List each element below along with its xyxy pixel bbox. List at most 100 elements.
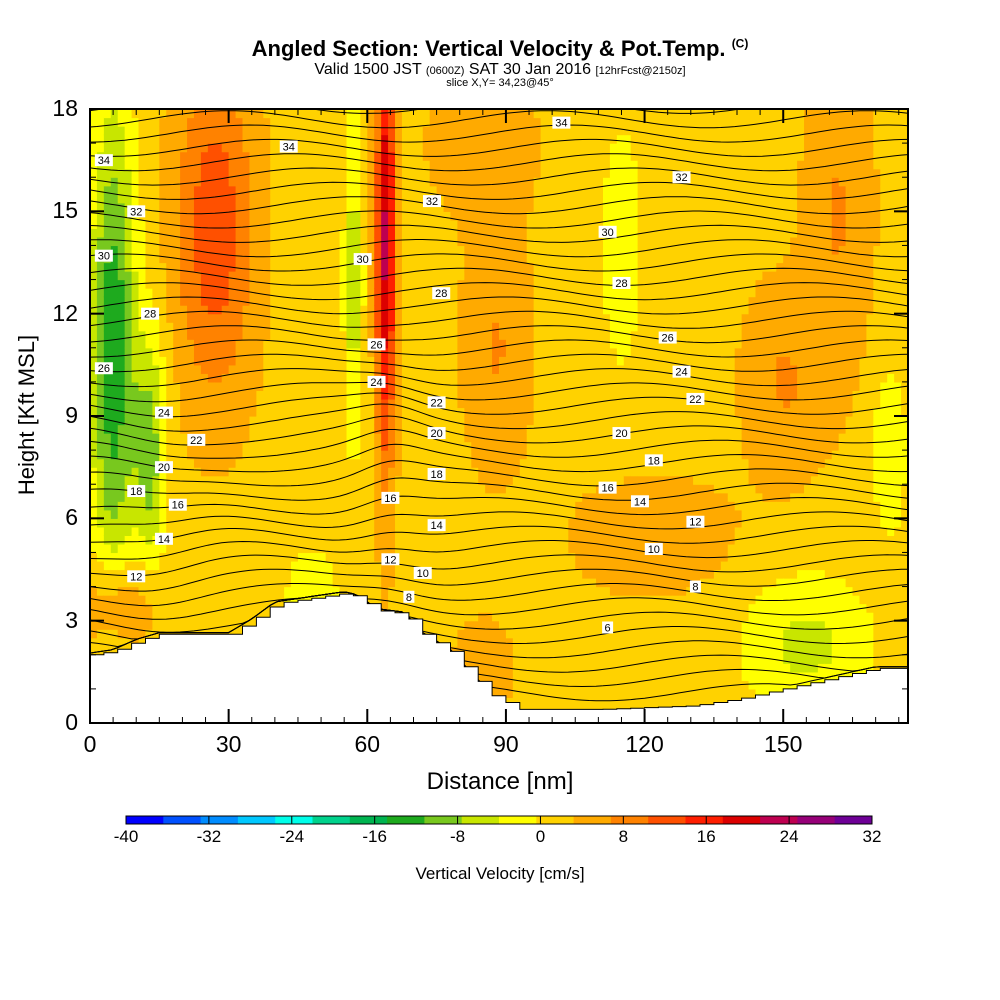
velocity-cell — [408, 253, 417, 264]
velocity-cell — [332, 202, 341, 212]
velocity-cell — [401, 467, 410, 477]
velocity-cell — [214, 160, 223, 170]
velocity-cell — [478, 535, 486, 545]
velocity-cell — [304, 109, 313, 119]
velocity-cell — [499, 245, 507, 255]
velocity-cell — [499, 450, 507, 460]
velocity-cell — [505, 322, 514, 332]
velocity-cell — [297, 433, 306, 443]
velocity-cell — [388, 381, 396, 392]
velocity-cell — [297, 288, 306, 298]
velocity-cell — [277, 322, 285, 332]
velocity-cell — [554, 629, 562, 639]
velocity-cell — [277, 194, 285, 204]
velocity-cell — [485, 535, 493, 545]
velocity-cell — [332, 236, 341, 247]
velocity-cell — [492, 296, 500, 306]
velocity-cell — [145, 484, 153, 494]
velocity-cell — [200, 177, 209, 187]
velocity-cell — [499, 492, 507, 502]
velocity-cell — [193, 543, 202, 554]
velocity-cell — [249, 578, 257, 588]
velocity-cell — [131, 253, 140, 264]
velocity-cell — [561, 364, 569, 374]
velocity-cell — [270, 347, 278, 357]
velocity-cell — [478, 288, 486, 298]
velocity-cell — [561, 671, 569, 681]
velocity-cell — [499, 364, 507, 374]
velocity-cell — [450, 646, 458, 656]
velocity-cell — [533, 194, 542, 204]
velocity-cell — [304, 185, 313, 195]
velocity-cell — [540, 586, 549, 596]
velocity-cell — [131, 578, 140, 588]
velocity-cell — [173, 578, 181, 588]
velocity-cell — [360, 390, 368, 400]
velocity-cell — [415, 364, 424, 374]
velocity-cell — [353, 484, 361, 494]
velocity-cell — [395, 296, 403, 306]
velocity-cell — [485, 168, 493, 178]
velocity-cell — [256, 109, 264, 119]
velocity-cell — [554, 680, 562, 690]
velocity-cell — [291, 134, 299, 144]
velocity-cell — [457, 424, 465, 434]
velocity-cell — [492, 552, 500, 562]
velocity-cell — [367, 398, 375, 409]
velocity-cell — [103, 211, 112, 221]
velocity-cell — [145, 492, 153, 502]
velocity-cell — [512, 603, 521, 613]
velocity-cell — [388, 433, 396, 443]
velocity-cell — [499, 441, 507, 451]
velocity-cell — [256, 313, 264, 323]
velocity-cell — [90, 117, 98, 127]
velocity-cell — [485, 458, 493, 468]
velocity-cell — [145, 211, 153, 221]
velocity-cell — [485, 484, 493, 494]
velocity-cell — [443, 219, 452, 229]
velocity-cell — [297, 543, 306, 554]
velocity-cell — [471, 637, 479, 647]
velocity-cell — [187, 160, 195, 170]
velocity-cell — [180, 569, 188, 579]
velocity-cell — [381, 245, 389, 255]
velocity-cell — [297, 228, 306, 238]
velocity-cell — [138, 509, 147, 519]
velocity-cell — [415, 467, 424, 477]
velocity-cell — [90, 433, 98, 443]
velocity-cell — [499, 629, 507, 639]
velocity-cell — [110, 177, 119, 187]
velocity-cell — [360, 569, 368, 579]
velocity-cell — [207, 364, 216, 374]
velocity-cell — [367, 296, 375, 306]
velocity-cell — [318, 458, 327, 468]
velocity-cell — [291, 253, 299, 264]
velocity-cell — [533, 117, 542, 127]
velocity-cell — [242, 279, 251, 289]
velocity-cell — [311, 228, 320, 238]
velocity-cell — [512, 236, 521, 247]
velocity-cell — [450, 211, 458, 221]
velocity-cell — [138, 117, 147, 127]
velocity-cell — [360, 578, 368, 588]
velocity-cell — [291, 160, 299, 170]
velocity-cell — [547, 586, 556, 596]
velocity-cell — [526, 586, 535, 596]
velocity-cell — [90, 509, 98, 519]
velocity-cell — [485, 671, 493, 681]
velocity-cell — [263, 595, 271, 605]
velocity-cell — [388, 228, 396, 238]
velocity-cell — [325, 416, 334, 426]
velocity-cell — [408, 236, 417, 247]
velocity-cell — [90, 109, 98, 119]
velocity-cell — [436, 202, 445, 212]
velocity-cell — [166, 492, 174, 502]
velocity-cell — [180, 202, 188, 212]
velocity-cell — [533, 202, 542, 212]
velocity-cell — [443, 305, 452, 315]
velocity-cell — [96, 441, 105, 451]
velocity-cell — [464, 433, 472, 443]
velocity-cell — [388, 117, 396, 127]
velocity-cell — [547, 526, 556, 536]
velocity-cell — [332, 398, 341, 409]
